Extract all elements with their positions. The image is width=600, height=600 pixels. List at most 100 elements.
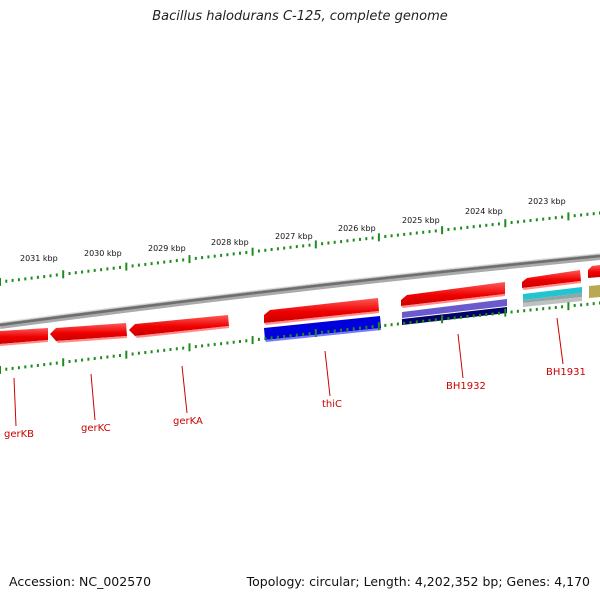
ruler-minor-tick	[409, 232, 412, 236]
ruler-minor-tick	[359, 237, 361, 241]
ruler-major-tick	[251, 247, 254, 256]
ruler-minor-tick	[422, 230, 425, 234]
ruler-minor-tick	[276, 247, 279, 251]
ruler-minor-tick	[472, 225, 475, 229]
ruler-minor-tick	[43, 275, 46, 279]
cds-BH1932-a[interactable]	[402, 299, 507, 318]
ruler-minor-tick	[415, 320, 418, 324]
ruler-minor-tick	[264, 337, 267, 341]
ruler-minor-tick	[81, 358, 84, 362]
ruler-minor-tick	[390, 234, 393, 238]
ruler-minor-tick	[384, 323, 387, 327]
gene-arrow-gerKC[interactable]	[50, 323, 127, 341]
ruler-minor-tick	[163, 260, 166, 264]
ruler-minor-tick	[93, 357, 96, 360]
ruler-minor-tick	[270, 336, 273, 340]
ruler-minor-tick	[422, 319, 425, 323]
ruler-minor-tick	[384, 235, 387, 238]
gene-label-BH1932[interactable]: BH1932	[446, 381, 486, 392]
cds-edge-olive[interactable]	[589, 285, 600, 298]
ruler-minor-tick	[30, 364, 33, 368]
ruler-minor-tick	[226, 253, 229, 257]
kbp-label: 2026 kbp	[338, 224, 376, 233]
gene-label-gerKB[interactable]: gerKB	[4, 429, 34, 440]
gene-arrow-thiC-upstream[interactable]	[264, 298, 379, 323]
cds-BH1931-a[interactable]	[523, 287, 582, 300]
ruler-minor-tick	[592, 212, 595, 216]
kbp-label: 2027 kbp	[275, 232, 313, 241]
ruler-minor-tick	[24, 365, 27, 369]
ruler-minor-tick	[257, 249, 260, 253]
ruler-minor-tick	[510, 310, 513, 314]
gene-arrow-edge[interactable]	[588, 265, 600, 278]
gene-label-gerKA[interactable]: gerKA	[173, 416, 203, 427]
ruler-major-tick	[504, 308, 507, 317]
genome-backbone	[0, 253, 600, 329]
ruler-minor-tick	[289, 334, 292, 338]
ruler-minor-tick	[106, 355, 109, 359]
ruler-minor-tick	[106, 267, 109, 271]
ruler-minor-tick	[352, 238, 355, 242]
ruler-minor-tick	[327, 330, 330, 334]
ruler-minor-tick	[390, 323, 393, 327]
ruler-minor-tick	[447, 317, 450, 321]
gene-arrow-2025[interactable]	[401, 282, 505, 306]
ruler-minor-tick	[163, 348, 166, 352]
ruler-minor-tick	[365, 237, 368, 241]
cds-BH1931-c[interactable]	[523, 297, 582, 307]
ruler-minor-tick	[371, 325, 374, 329]
ruler-minor-tick	[523, 309, 526, 313]
gene-label-BH1931[interactable]: BH1931	[546, 367, 586, 378]
ruler-minor-tick	[245, 339, 248, 343]
cds-BH1932-b[interactable]	[402, 307, 507, 325]
ruler-major-tick	[567, 302, 570, 311]
ruler-minor-tick	[510, 221, 513, 224]
ruler-minor-tick	[182, 346, 185, 350]
ruler-minor-tick	[55, 361, 58, 365]
ruler-minor-tick	[270, 248, 273, 251]
gene-arrow-gerKB[interactable]	[0, 328, 48, 344]
ruler-major-tick	[125, 350, 128, 359]
ruler-minor-tick	[119, 354, 121, 357]
ruler-major-tick	[0, 366, 1, 374]
ruler-minor-tick	[201, 256, 204, 260]
kbp-labels: 2031 kbp 2030 kbp 2029 kbp 2028 kbp 2027…	[20, 197, 566, 263]
ruler-minor-tick	[308, 332, 311, 336]
ruler-minor-tick	[321, 242, 324, 246]
gene-label-gerKC[interactable]: gerKC	[81, 423, 111, 434]
gene-label-thiC[interactable]: thiC	[322, 399, 342, 410]
ruler-minor-tick	[365, 325, 368, 329]
ruler-minor-tick	[156, 261, 159, 265]
ruler-minor-tick	[43, 363, 46, 367]
ruler-minor-tick	[573, 214, 576, 218]
ruler-minor-tick	[257, 337, 260, 341]
ruler-minor-tick	[516, 309, 519, 313]
cds-BH1931-b[interactable]	[523, 293, 582, 303]
forward-gene-track	[264, 265, 600, 325]
ruler-minor-tick	[333, 240, 336, 244]
ruler-minor-tick	[308, 243, 311, 247]
ruler-minor-tick	[542, 307, 545, 311]
cds-thiC[interactable]	[264, 316, 381, 340]
ruler-minor-tick	[5, 279, 8, 283]
ruler-minor-tick	[11, 278, 14, 282]
ruler-minor-tick	[68, 272, 71, 275]
ruler-minor-tick	[548, 216, 551, 220]
ruler-minor-tick	[169, 348, 172, 351]
gene-arrow-gerKA[interactable]	[129, 315, 229, 336]
kbp-label: 2028 kbp	[211, 238, 249, 247]
ruler-minor-tick	[194, 345, 197, 349]
outer-ruler	[0, 211, 600, 286]
ruler-minor-tick	[340, 328, 343, 332]
ruler-minor-tick	[295, 245, 298, 249]
gene-arrow-2023[interactable]	[522, 270, 581, 288]
ruler-major-tick	[504, 219, 507, 228]
ruler-minor-tick	[295, 333, 298, 337]
kbp-label: 2030 kbp	[84, 249, 122, 258]
ruler-minor-tick	[100, 268, 103, 272]
ruler-minor-tick	[409, 321, 412, 325]
ruler-minor-tick	[207, 255, 210, 259]
ruler-minor-tick	[548, 306, 551, 310]
ruler-minor-tick	[403, 321, 406, 325]
ruler-major-tick	[188, 343, 191, 352]
